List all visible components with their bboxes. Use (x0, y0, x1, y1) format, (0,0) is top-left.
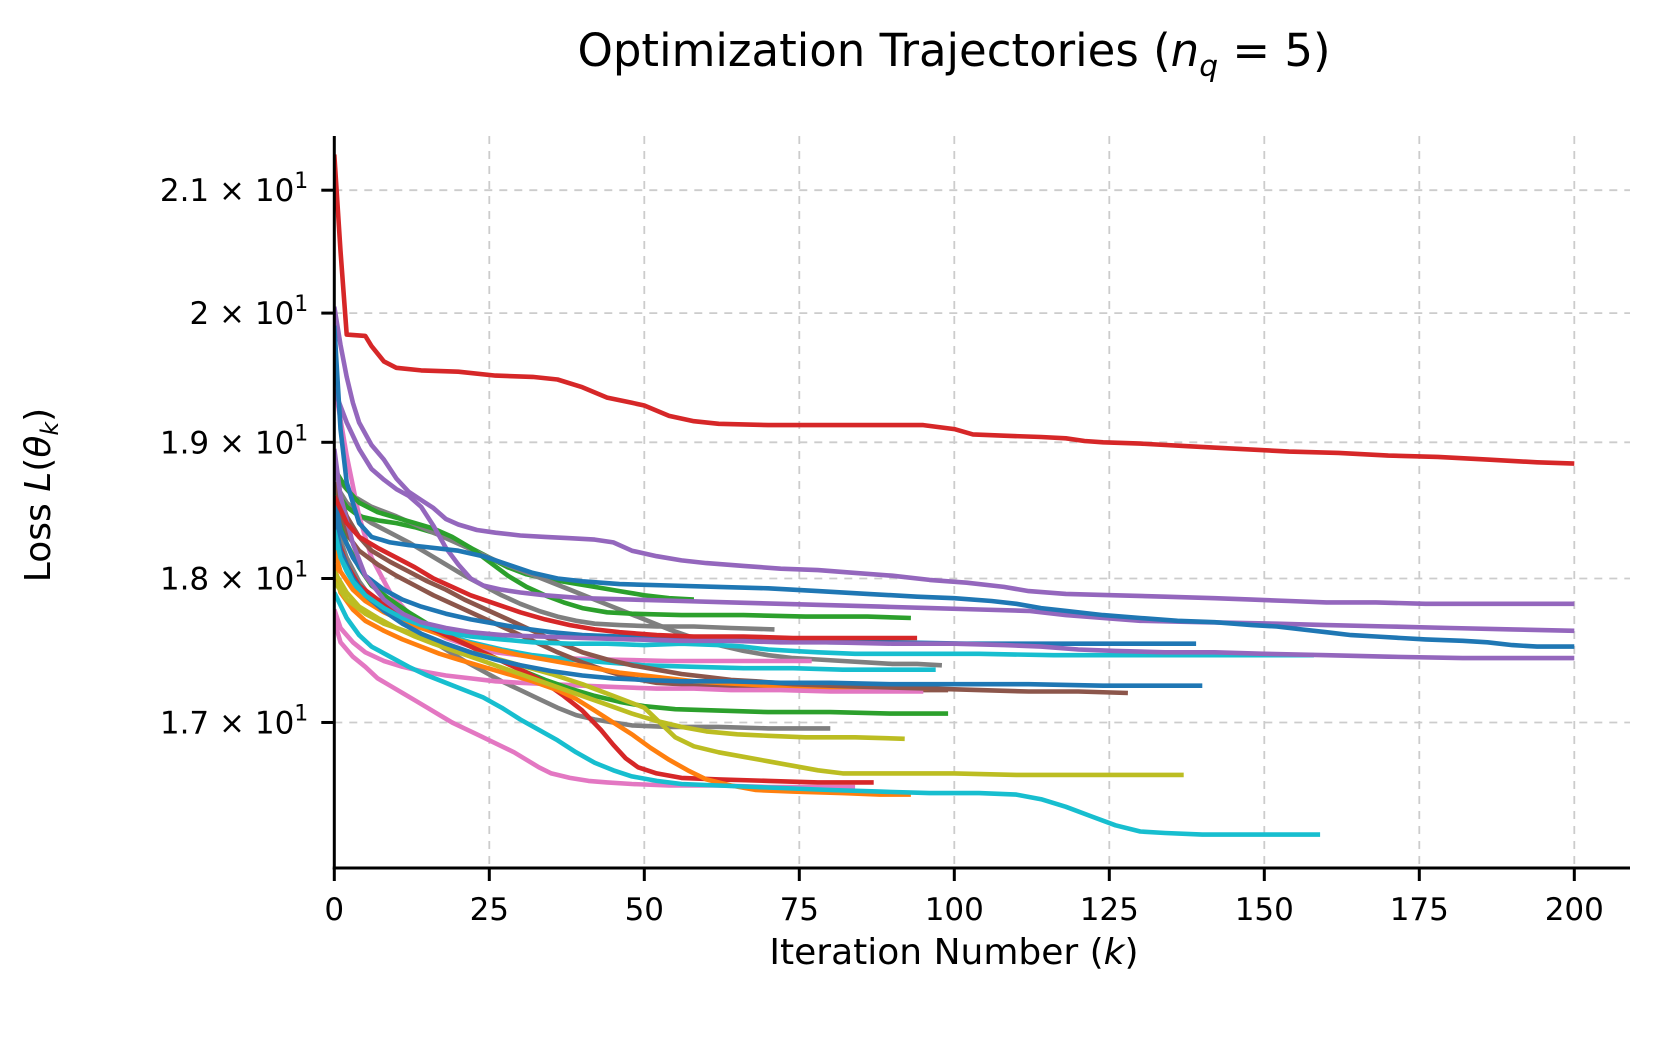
x-tick-label: 200 (1545, 892, 1604, 928)
x-axis-label: Iteration Number (k) (769, 932, 1139, 973)
y-tick-label: 1.8 × 101 (160, 557, 308, 597)
x-tick-label: 175 (1390, 892, 1449, 928)
trajectory-line-traj-06 (334, 467, 911, 621)
y-tick-label: 1.9 × 101 (160, 421, 308, 461)
x-tick-label: 100 (925, 892, 984, 928)
x-tick-label: 25 (470, 892, 509, 928)
gridlines (333, 136, 1630, 868)
x-tick-label: 50 (625, 892, 664, 928)
trajectory-line-traj-16 (334, 591, 1321, 837)
trajectory-line-traj-18 (334, 481, 1128, 696)
trajectory-line-traj-22 (334, 448, 1575, 661)
tick-labels: 0 25 50 75 100 125 150 175 200 2.1 × 101 2 × 101 1.… (160, 169, 1604, 928)
trajectory-line-traj-21 (334, 529, 1314, 658)
trajectory-line-traj-12 (334, 620, 856, 790)
trajectory-line-traj-08 (334, 501, 949, 693)
trajectory-line-traj-26 (334, 325, 1575, 649)
x-tick-label: 0 (324, 892, 344, 928)
trajectory-line-traj-23 (334, 494, 918, 641)
trajectory-line-traj-10 (334, 608, 924, 694)
chart-title: Optimization Trajectories (nq = 5) (577, 24, 1331, 84)
trajectories (334, 154, 1575, 837)
x-tick-label: 125 (1080, 892, 1139, 928)
trajectory-line-traj-17 (334, 580, 1184, 778)
x-tick-label: 150 (1235, 892, 1294, 928)
y-tick-label: 2.1 × 101 (160, 169, 308, 209)
trajectory-line-traj-27 (334, 154, 1575, 466)
spines (332, 136, 1630, 870)
x-tick-label: 75 (780, 892, 819, 928)
trajectory-line-traj-25 (334, 306, 1575, 607)
ticks (321, 188, 1576, 881)
y-tick-label: 1.7 × 101 (160, 701, 308, 741)
trajectory-line-traj-01 (334, 481, 775, 632)
y-tick-label: 2 × 101 (189, 292, 308, 332)
